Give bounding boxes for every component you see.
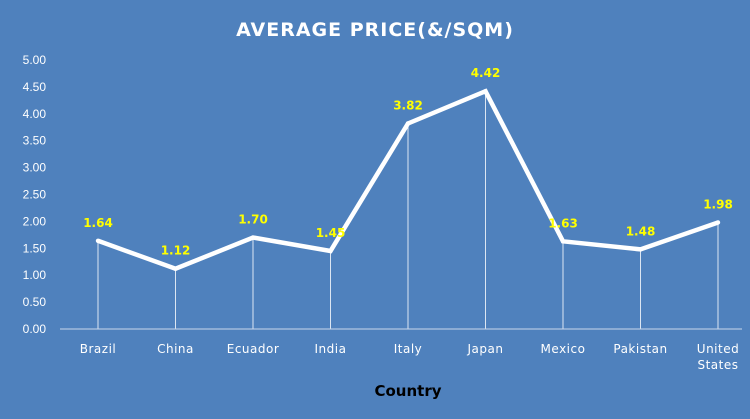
- data-label: 1.98: [703, 197, 733, 211]
- x-axis: Brazil China Ecuador India Italy Japan Mexico P…: [60, 328, 742, 372]
- y-tick-label: 3.50: [23, 134, 47, 148]
- y-tick-label: 2.00: [23, 214, 47, 228]
- data-point: [328, 248, 333, 254]
- y-tick-label: 3.00: [23, 161, 47, 175]
- data-label: 1.12: [161, 244, 191, 258]
- data-point: [560, 239, 566, 244]
- data-label: 1.70: [238, 213, 268, 227]
- drop-lines: [97, 91, 719, 329]
- data-labels: 1.64 1.12 1.70 1.45 3.82 4.42 1.63 1.48 1.98: [83, 66, 733, 258]
- chart-title: AVERAGE PRICE(&/SQM): [236, 19, 514, 41]
- x-tick-label: Italy: [394, 342, 423, 356]
- data-label: 1.45: [316, 226, 346, 240]
- y-tick-label: 5.00: [23, 53, 47, 67]
- data-point: [405, 121, 411, 126]
- y-tick-label: 0.50: [23, 295, 47, 309]
- data-point: [95, 238, 101, 243]
- y-tick-label: 1.50: [23, 241, 47, 255]
- x-tick-label: United States: [697, 342, 739, 372]
- x-tick-label: India: [315, 342, 347, 356]
- x-tick-label: Mexico: [541, 342, 586, 356]
- x-axis-title: Country: [374, 382, 441, 400]
- data-point: [250, 235, 256, 240]
- x-tick-label: Ecuador: [227, 342, 280, 356]
- x-tick-label: Japan: [467, 342, 504, 356]
- y-tick-label: 1.00: [23, 268, 47, 282]
- data-label: 4.42: [471, 66, 501, 80]
- data-point: [483, 89, 488, 94]
- data-label: 1.63: [548, 216, 578, 230]
- y-tick-label: 2.50: [23, 188, 47, 202]
- y-tick-label: 0.00: [23, 322, 47, 336]
- data-point: [173, 266, 178, 271]
- series-line: [95, 88, 721, 272]
- data-label: 1.48: [626, 224, 656, 238]
- x-tick-label: Brazil: [80, 342, 117, 356]
- x-tick-label: Pakistan: [613, 342, 667, 356]
- data-label: 1.64: [83, 216, 113, 230]
- data-label: 3.82: [393, 98, 423, 112]
- y-tick-label: 4.50: [23, 80, 47, 94]
- x-tick-label: China: [157, 342, 194, 356]
- y-axis: 0.00 0.50 1.00 1.50 2.00 2.50 3.00 3.50 4.00 4.50…: [23, 53, 47, 336]
- y-tick-label: 4.00: [23, 107, 47, 121]
- data-point: [638, 247, 643, 252]
- data-point: [715, 220, 721, 225]
